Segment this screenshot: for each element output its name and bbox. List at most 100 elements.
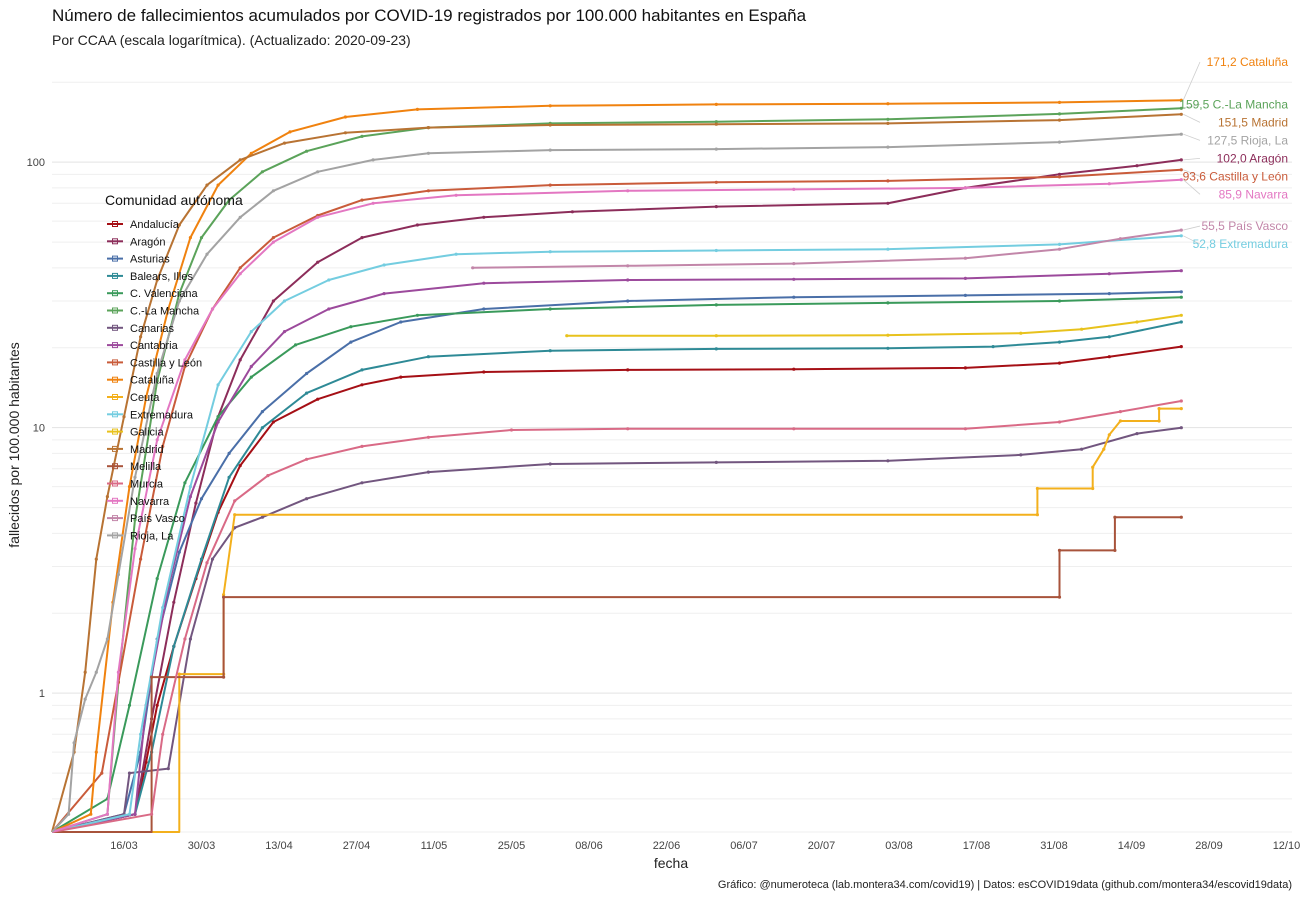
- series-point: [316, 170, 320, 174]
- legend-key-marker: [112, 480, 118, 487]
- series-point: [249, 151, 253, 155]
- legend-label: Aragón: [130, 236, 165, 248]
- series-point: [548, 104, 552, 108]
- series-point: [509, 428, 514, 432]
- series-point: [714, 347, 718, 351]
- series-point: [271, 299, 275, 303]
- series-point: [426, 470, 430, 474]
- x-tick-label: 13/04: [265, 840, 293, 852]
- series-point: [426, 355, 430, 359]
- series-point: [1057, 172, 1062, 176]
- series-point: [1057, 548, 1062, 553]
- series-line: [51, 158, 1182, 833]
- series-point: [886, 121, 890, 125]
- series-point: [238, 358, 242, 362]
- series-point: [399, 320, 403, 324]
- series-point: [1179, 269, 1183, 273]
- series-point: [305, 457, 309, 461]
- series-point: [360, 236, 364, 240]
- series-point: [349, 325, 353, 329]
- series-point: [139, 557, 143, 561]
- series-point: [282, 330, 287, 334]
- series-point: [1135, 164, 1139, 168]
- series-point: [548, 250, 552, 254]
- legend-label: Andalucía: [130, 219, 180, 231]
- series-point: [1118, 237, 1122, 241]
- legend-key-marker: [112, 307, 118, 314]
- series-point: [183, 637, 187, 641]
- series-point: [399, 375, 403, 379]
- series-point: [886, 179, 890, 183]
- legend-key-marker: [112, 532, 118, 539]
- series-point: [1135, 320, 1139, 324]
- series-point: [454, 193, 458, 197]
- chart-title: Número de fallecimientos acumulados por …: [52, 6, 807, 25]
- y-tick-label: 1: [39, 688, 45, 700]
- series-point: [116, 670, 120, 674]
- legend-label: Madrid: [130, 444, 164, 456]
- end-label: 127,5 Rioja, La: [1207, 133, 1288, 147]
- series-point: [991, 345, 995, 349]
- chart-subtitle: Por CCAA (escala logarítmica). (Actualiz…: [52, 32, 411, 48]
- series-point: [963, 186, 968, 190]
- legend-label: C. Valenciana: [130, 288, 199, 300]
- series-point: [238, 215, 242, 219]
- series-point: [1057, 247, 1062, 251]
- series-point: [371, 158, 375, 162]
- x-tick-label: 28/09: [1195, 840, 1223, 852]
- x-tick-label: 11/05: [421, 840, 448, 852]
- series-point: [1118, 410, 1122, 414]
- series-point: [714, 122, 718, 126]
- series-point: [963, 366, 968, 370]
- legend-label: Navarra: [130, 496, 170, 508]
- series-point: [94, 750, 98, 754]
- series-point: [133, 475, 137, 479]
- series-point: [626, 368, 630, 372]
- series-point: [1107, 433, 1111, 437]
- end-label-leader: [1183, 169, 1201, 177]
- series-line: [51, 290, 1182, 833]
- series-point: [886, 346, 890, 350]
- grid-lines: [52, 81, 1292, 833]
- series-point: [1179, 178, 1183, 182]
- series-point: [1179, 320, 1183, 324]
- end-label-leader: [1183, 179, 1201, 195]
- series-point: [183, 358, 187, 362]
- series-point: [222, 593, 226, 597]
- series-point: [105, 495, 109, 499]
- series-point: [227, 198, 231, 202]
- series-point: [122, 415, 126, 419]
- end-labels: 171,2 Cataluña 159,5 C.-La Mancha 151,5 Ma…: [1179, 55, 1288, 251]
- series-point: [155, 278, 159, 282]
- series-point: [161, 732, 165, 736]
- y-tick-label: 100: [27, 157, 45, 169]
- series-point: [471, 266, 475, 270]
- series-point: [177, 299, 181, 303]
- series-point: [1179, 168, 1183, 172]
- series-point: [161, 444, 165, 448]
- end-label: 151,5 Madrid: [1218, 115, 1288, 129]
- series-point: [1080, 327, 1084, 331]
- end-label: 55,5 País Vasco: [1202, 219, 1289, 233]
- series-point: [1179, 228, 1183, 232]
- series-point: [305, 371, 309, 376]
- legend-key-marker: [112, 342, 118, 349]
- legend-key-marker: [112, 463, 118, 470]
- series-point: [1107, 355, 1111, 359]
- legend-key-marker: [112, 324, 118, 331]
- series-point: [1057, 420, 1062, 424]
- series-point: [271, 420, 275, 424]
- series-point: [216, 420, 220, 424]
- series-point: [238, 266, 242, 270]
- series-point: [67, 812, 71, 816]
- legend-label: Extremadura: [130, 409, 194, 421]
- series-point: [426, 189, 430, 193]
- series-point: [127, 485, 132, 489]
- series-line: [51, 113, 1182, 833]
- series-point: [360, 383, 364, 387]
- series-point: [144, 760, 148, 764]
- legend-label: Murcia: [130, 479, 164, 491]
- series-point: [360, 134, 364, 138]
- series-point: [316, 397, 320, 401]
- series-point: [1179, 234, 1183, 238]
